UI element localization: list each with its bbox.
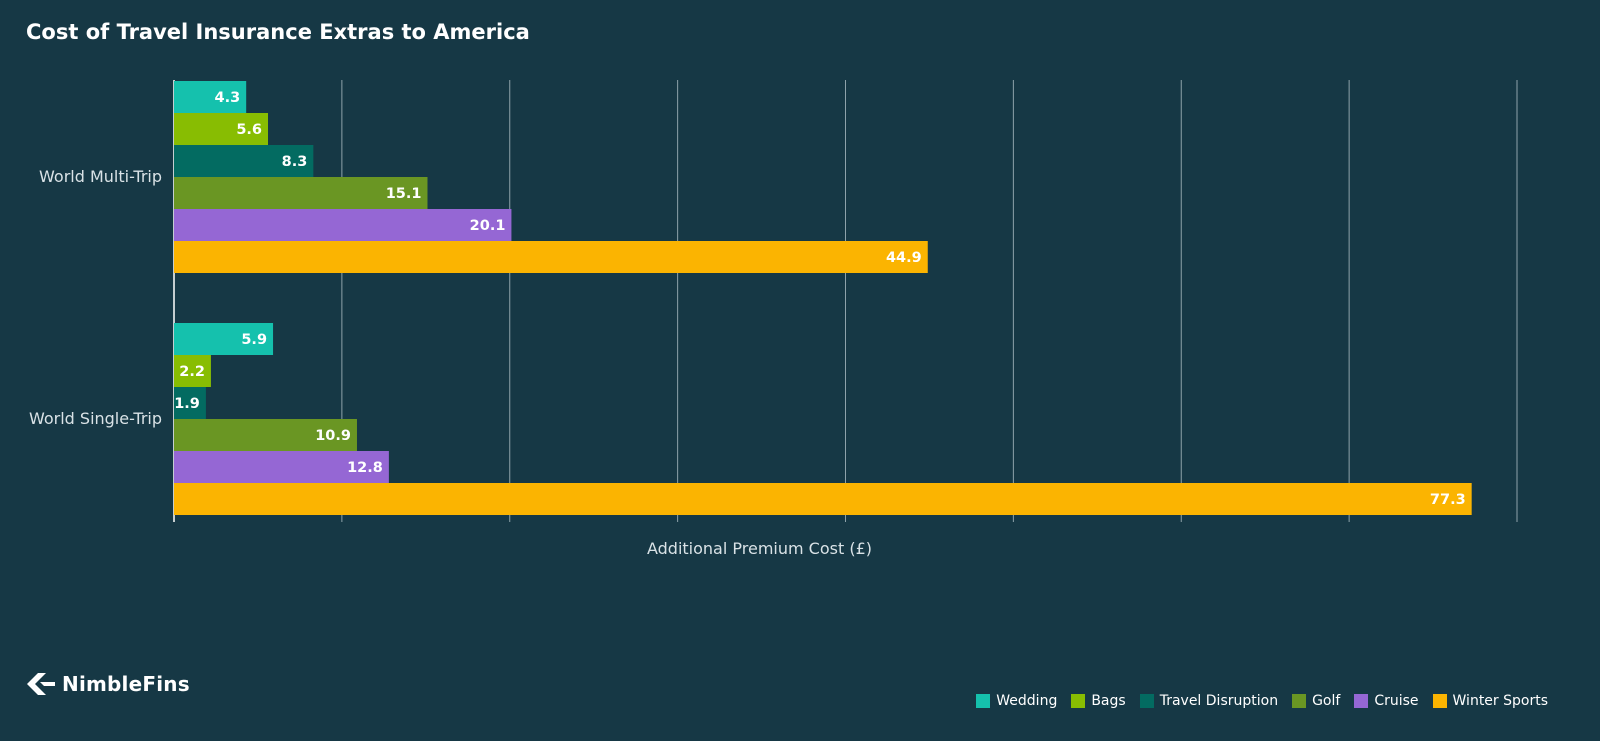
bar-winter-sports-world-single-trip	[174, 483, 1472, 515]
bar-wedding-world-multi-trip	[174, 81, 247, 113]
category-label-world-multi-trip: World Multi-Trip	[39, 167, 162, 186]
value-label-cruise-world-single-trip: 12.8	[347, 460, 383, 476]
bar-travel-disruption-world-single-trip	[174, 387, 206, 419]
legend-label: Golf	[1312, 693, 1341, 709]
labels: 4.3 5.9 5.6 2.2 8.3 1.9 15.1 10.9 20.1 12.8 44.9 77…	[29, 90, 1466, 558]
legend: Wedding Bags Travel Disruption Golf Cruise Wi…	[976, 693, 1548, 709]
bar-golf-world-single-trip	[174, 419, 357, 451]
value-label-wedding-world-single-trip: 5.9	[241, 332, 267, 348]
legend-swatch	[1139, 694, 1154, 708]
legend-label: Bags	[1091, 693, 1126, 709]
value-label-travel-disruption-world-single-trip: 1.9	[174, 396, 200, 412]
value-label-winter-sports-world-multi-trip: 44.9	[886, 250, 922, 266]
legend-swatch	[1432, 694, 1447, 708]
value-label-wedding-world-multi-trip: 4.3	[214, 90, 240, 106]
legend-swatch	[976, 694, 991, 708]
bar-bags-world-multi-trip	[174, 113, 269, 145]
legend-label: Travel Disruption	[1159, 693, 1279, 709]
legend-label: Cruise	[1374, 693, 1419, 709]
legend-label: Wedding	[996, 693, 1058, 709]
bar-wedding-world-single-trip	[174, 323, 274, 355]
value-label-golf-world-multi-trip: 15.1	[386, 186, 422, 202]
bar-cruise-world-single-trip	[174, 451, 389, 483]
value-label-golf-world-single-trip: 10.9	[315, 428, 351, 444]
legend-swatch	[1354, 694, 1369, 708]
bar-winter-sports-world-multi-trip	[174, 241, 928, 273]
legend-item-bags: Bags	[1071, 693, 1126, 709]
value-label-travel-disruption-world-multi-trip: 8.3	[282, 154, 308, 170]
legend-swatch	[1071, 694, 1086, 708]
legend-item-travel-disruption: Travel Disruption	[1139, 693, 1279, 709]
legend-item-wedding: Wedding	[976, 693, 1057, 709]
value-label-bags-world-multi-trip: 5.6	[236, 122, 262, 138]
value-label-cruise-world-multi-trip: 20.1	[470, 218, 506, 234]
category-label-world-single-trip: World Single-Trip	[29, 409, 162, 428]
value-label-winter-sports-world-single-trip: 77.3	[1430, 492, 1466, 508]
x-axis-label: Additional Premium Cost (£)	[647, 539, 872, 558]
bars	[174, 81, 1472, 515]
bar-bags-world-single-trip	[174, 355, 211, 387]
legend-swatch	[1292, 694, 1307, 708]
legend-label: Winter Sports	[1452, 693, 1548, 709]
legend-item-cruise: Cruise	[1354, 693, 1419, 709]
brand-logo: NimbleFins	[26, 672, 190, 696]
brand-name: NimbleFins	[62, 672, 190, 696]
value-label-bags-world-single-trip: 2.2	[179, 364, 205, 380]
bar-golf-world-multi-trip	[174, 177, 428, 209]
bar-cruise-world-multi-trip	[174, 209, 512, 241]
legend-item-golf: Golf	[1292, 693, 1340, 709]
chart-title: Cost of Travel Insurance Extras to Ameri…	[26, 20, 530, 44]
bar-travel-disruption-world-multi-trip	[174, 145, 314, 177]
legend-item-winter-sports: Winter Sports	[1432, 693, 1548, 709]
nimblefins-arrow-icon	[27, 673, 55, 695]
